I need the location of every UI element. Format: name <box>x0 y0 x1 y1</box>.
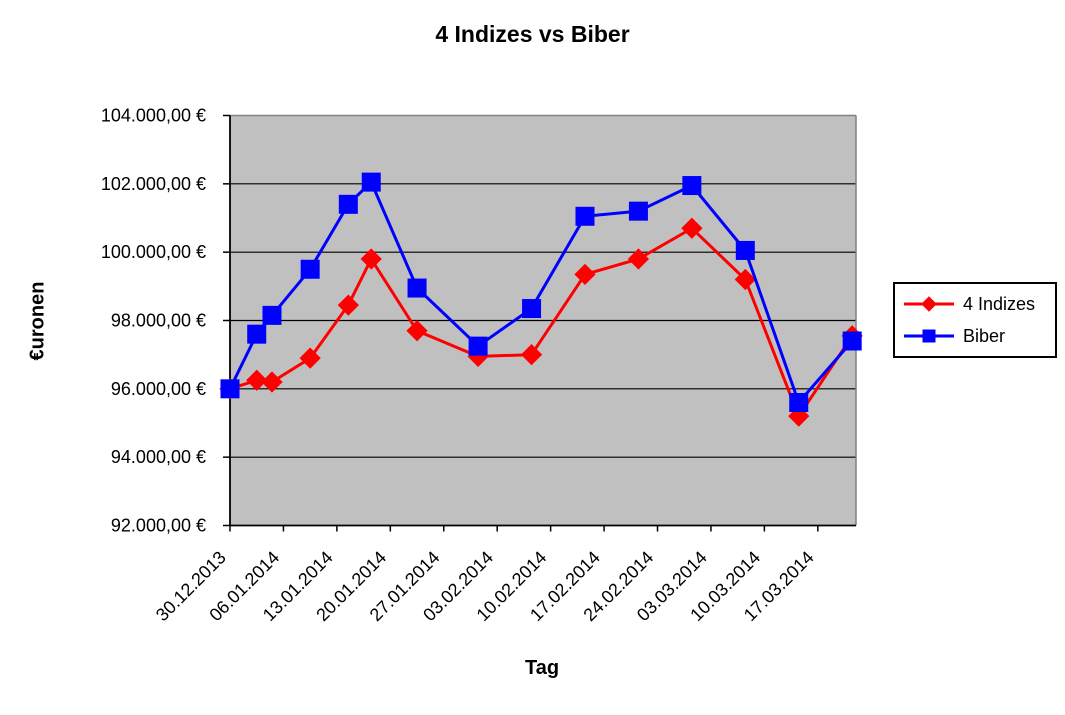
legend-diamond-marker-icon <box>904 296 954 312</box>
y-tick-label: 104.000,00 € <box>101 106 206 126</box>
y-tick-label: 102.000,00 € <box>101 174 206 194</box>
marker-square <box>682 176 702 196</box>
legend-label-biber: Biber <box>963 326 1006 346</box>
marker-square <box>575 206 595 226</box>
y-tick-label: 96.000,00 € <box>111 379 206 399</box>
legend: 4 Indizes Biber <box>893 282 1057 358</box>
marker-square <box>842 331 862 351</box>
marker-square <box>220 379 240 399</box>
y-tick-label: 92.000,00 € <box>111 516 206 536</box>
legend-entry-biber: Biber <box>903 325 1055 347</box>
y-axis-title: €uronen <box>26 281 49 361</box>
chart-title: 4 Indizes vs Biber <box>435 21 630 47</box>
y-tick-label: 100.000,00 € <box>101 242 206 262</box>
marker-square <box>735 240 755 260</box>
marker-square <box>468 336 488 356</box>
marker-diamond <box>574 263 596 285</box>
legend-label-4-indizes: 4 Indizes <box>963 294 1036 314</box>
marker-square <box>361 172 381 192</box>
marker-square <box>247 324 267 344</box>
marker-diamond <box>681 217 703 239</box>
legend-square-marker-icon <box>904 329 954 343</box>
marker-square <box>522 299 542 319</box>
marker-square <box>262 305 282 325</box>
marker-diamond <box>520 344 543 366</box>
legend-entry-4-indizes: 4 Indizes <box>903 293 1055 315</box>
y-tick-label: 94.000,00 € <box>111 447 206 467</box>
marker-square <box>338 194 358 214</box>
marker-square <box>789 393 809 412</box>
marker-diamond <box>734 268 756 291</box>
marker-square <box>300 259 320 279</box>
x-axis-title: Tag <box>524 657 560 679</box>
marker-square <box>407 278 427 298</box>
marker-square <box>628 201 648 221</box>
marker-diamond <box>627 248 650 270</box>
y-tick-label: 98.000,00 € <box>111 311 206 331</box>
